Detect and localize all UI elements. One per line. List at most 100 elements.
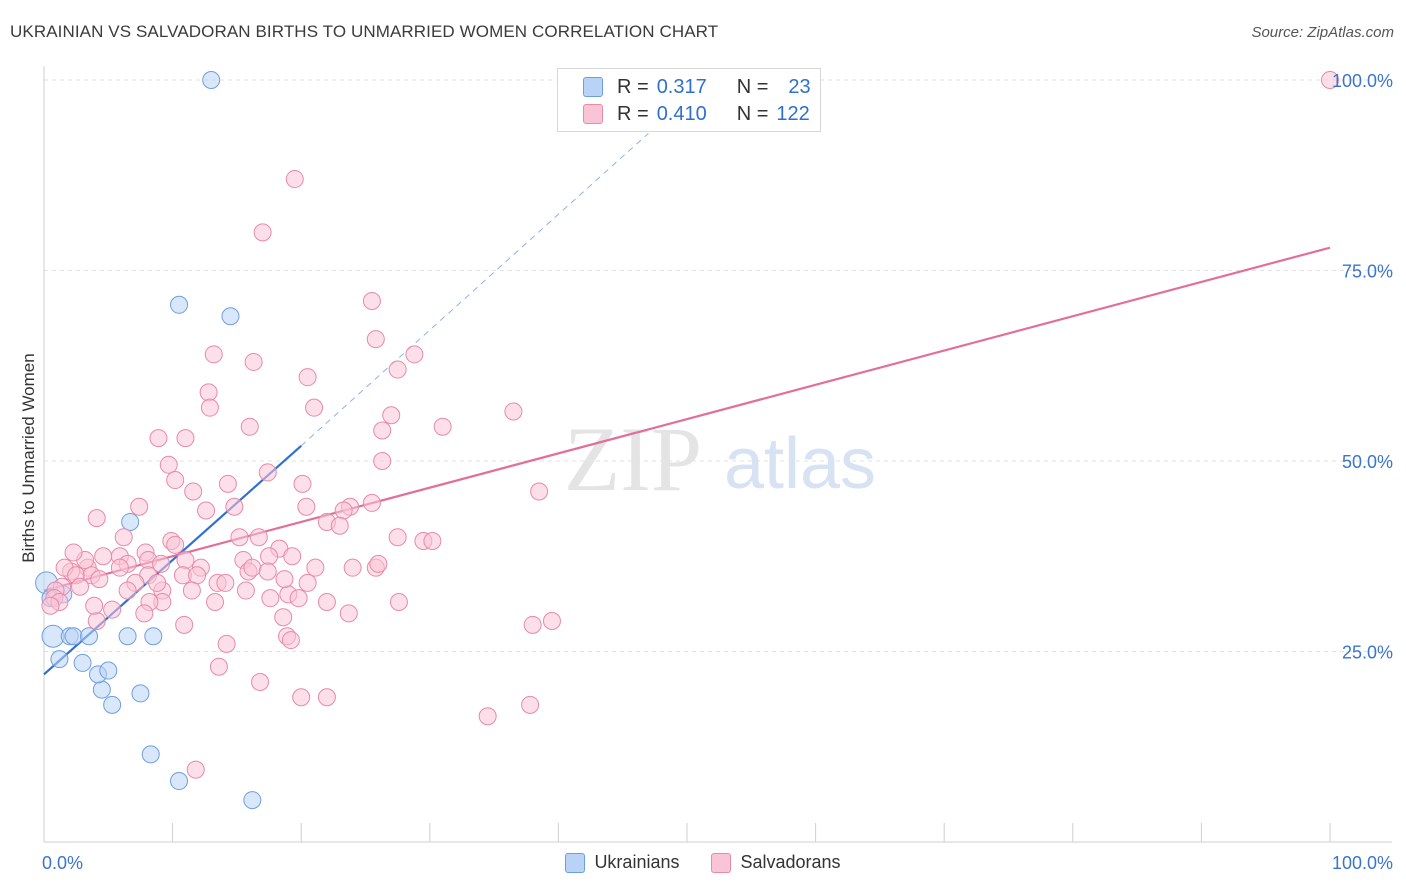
tick-labels: 25.0% 50.0% 75.0% 100.0% 0.0% 100.0% [42, 71, 1393, 873]
y-tick-label: 100.0% [1332, 71, 1393, 91]
data-point [197, 501, 216, 520]
n-value: 122 [776, 102, 810, 125]
series-ukrainians [35, 71, 262, 810]
data-point [130, 497, 149, 516]
data-point [80, 627, 99, 646]
data-point [283, 547, 302, 566]
data-point [249, 528, 268, 547]
data-point [118, 627, 137, 646]
data-point [131, 684, 150, 703]
data-point [260, 547, 279, 566]
data-point [423, 532, 442, 551]
data-point [373, 452, 392, 470]
data-point [478, 707, 497, 726]
y-tick-label: 50.0% [1342, 452, 1393, 472]
data-point [275, 570, 294, 589]
data-point [152, 554, 171, 573]
data-point [87, 509, 106, 528]
data-point [230, 528, 249, 547]
data-point [382, 406, 401, 425]
data-point [334, 501, 353, 520]
series-legend: Ukrainians Salvadorans [0, 852, 1406, 873]
data-point [121, 512, 140, 531]
data-point [135, 604, 154, 623]
data-point [200, 398, 219, 417]
r-label: R = [617, 75, 649, 98]
data-point [251, 672, 270, 691]
stats-legend: R = 0.317 N = 23 R = 0.410 N = 122 [557, 68, 821, 132]
data-point [166, 535, 185, 554]
data-point [110, 558, 129, 577]
legend-label: Salvadorans [740, 852, 841, 872]
chart-title: UKRAINIAN VS SALVADORAN BIRTHS TO UNMARR… [10, 22, 719, 41]
data-point [170, 772, 189, 791]
grid-lines [44, 79, 1392, 652]
data-point [243, 558, 262, 577]
data-point [305, 398, 324, 417]
data-point [202, 71, 221, 89]
y-tick-label: 75.0% [1342, 262, 1393, 282]
data-point [298, 573, 317, 592]
n-label: N = [736, 75, 769, 98]
data-point [298, 368, 317, 387]
data-point [261, 589, 280, 608]
n-label: N = [736, 102, 769, 125]
data-point [148, 573, 167, 592]
data-point [274, 608, 293, 627]
data-point [317, 688, 336, 707]
data-point [209, 657, 228, 676]
data-point [114, 528, 133, 547]
data-point [366, 330, 385, 349]
series-salvadorans [41, 71, 1339, 779]
data-point [73, 653, 92, 672]
data-point [289, 589, 308, 608]
data-point [166, 471, 185, 490]
data-point [176, 429, 195, 448]
data-point [206, 592, 225, 611]
data-point [94, 547, 113, 566]
source-label: Source: ZipAtlas.com [1251, 24, 1394, 41]
data-point [188, 566, 207, 585]
data-point [339, 604, 358, 623]
data-point [92, 680, 111, 699]
trend-lines [43, 132, 1331, 676]
data-point [306, 558, 325, 577]
data-point [433, 417, 452, 436]
data-point [103, 695, 122, 714]
data-point [118, 581, 137, 600]
data-point [530, 482, 549, 501]
legend-row-salvadorans: R = 0.410 N = 122 [583, 101, 810, 127]
data-point [175, 615, 194, 634]
watermark: ZIP atlas [564, 408, 876, 510]
ukrainians-swatch [583, 77, 603, 97]
legend-row-ukrainians: R = 0.317 N = 23 [583, 74, 811, 100]
data-point [64, 543, 83, 562]
data-point [85, 596, 104, 615]
data-point [176, 551, 195, 570]
data-point [297, 497, 316, 516]
data-point [330, 516, 349, 535]
data-point [258, 463, 277, 482]
data-point [71, 577, 90, 596]
x-tick-label: 0.0% [42, 853, 83, 873]
n-value: 23 [788, 75, 811, 98]
data-point [504, 402, 523, 421]
legend-item-salvadorans[interactable]: Salvadorans [711, 852, 841, 873]
data-point [240, 417, 259, 436]
legend-item-ukrainians[interactable]: Ukrainians [565, 852, 679, 873]
data-point [99, 661, 118, 680]
data-point [362, 291, 381, 310]
data-point [199, 383, 218, 402]
data-point [221, 307, 240, 326]
data-point [225, 497, 244, 516]
data-point [186, 760, 205, 779]
data-point [258, 562, 277, 581]
axes [43, 66, 1392, 843]
data-point [542, 612, 561, 631]
data-point [521, 695, 540, 714]
data-point [144, 627, 163, 646]
trend-extension-ukrainians [300, 132, 649, 447]
data-point [170, 295, 189, 314]
x-tick-label: 100.0% [1332, 853, 1393, 873]
